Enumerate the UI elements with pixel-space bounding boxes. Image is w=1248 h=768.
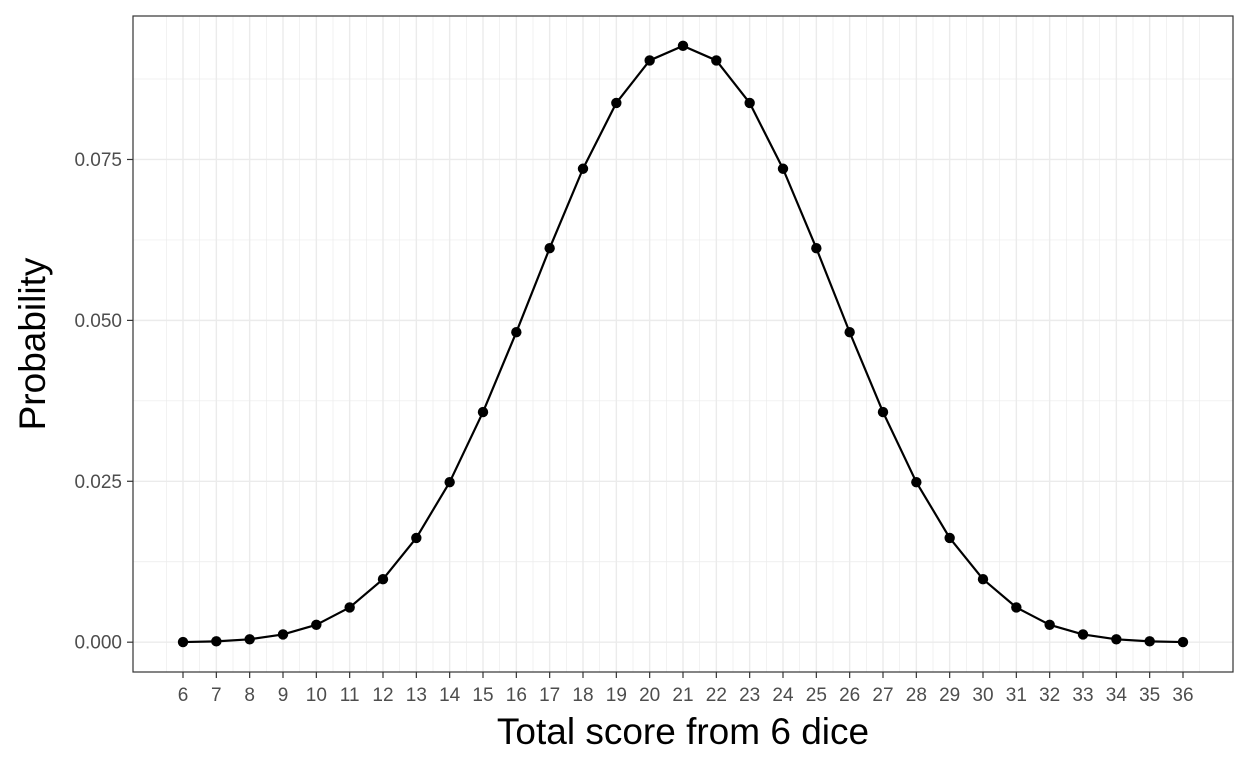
data-point bbox=[544, 243, 555, 254]
x-tick-label: 17 bbox=[539, 685, 560, 706]
x-tick-label: 28 bbox=[906, 685, 927, 706]
data-point bbox=[211, 636, 222, 647]
data-point bbox=[177, 636, 189, 648]
data-point bbox=[1077, 629, 1089, 640]
data-point bbox=[944, 532, 955, 544]
y-tick-label: 0.050 bbox=[74, 311, 122, 332]
x-tick-label: 29 bbox=[939, 685, 960, 706]
x-tick-label: 7 bbox=[211, 685, 222, 706]
y-tick-label: 0.025 bbox=[74, 472, 122, 493]
data-point bbox=[977, 573, 989, 585]
data-point bbox=[344, 602, 355, 613]
data-point bbox=[477, 406, 489, 418]
data-point bbox=[711, 55, 722, 66]
x-tick-label: 24 bbox=[772, 685, 794, 706]
data-point bbox=[377, 573, 389, 585]
x-tick-label: 33 bbox=[1072, 685, 1093, 706]
x-tick-label: 27 bbox=[872, 685, 893, 706]
x-tick-label: 36 bbox=[1172, 685, 1193, 706]
y-axis-title: Probability bbox=[12, 257, 53, 430]
data-point bbox=[877, 406, 889, 418]
data-point bbox=[911, 476, 922, 488]
x-tick-label: 16 bbox=[506, 685, 527, 706]
x-tick-label: 23 bbox=[739, 685, 760, 706]
data-point bbox=[411, 532, 422, 544]
x-tick-label: 22 bbox=[706, 685, 727, 706]
data-point bbox=[677, 40, 689, 52]
x-tick-label: 20 bbox=[639, 685, 660, 706]
data-point bbox=[611, 97, 622, 109]
x-tick-label: 30 bbox=[972, 685, 993, 706]
x-axis-title: Total score from 6 dice bbox=[497, 711, 869, 752]
data-point bbox=[811, 243, 822, 254]
x-tick-label: 12 bbox=[372, 685, 393, 706]
x-tick-label: 6 bbox=[178, 685, 189, 706]
x-tick-label: 14 bbox=[439, 685, 461, 706]
x-tick-label: 34 bbox=[1106, 685, 1128, 706]
x-tick-label: 32 bbox=[1039, 685, 1060, 706]
x-tick-label: 9 bbox=[278, 685, 289, 706]
grid-lines bbox=[133, 16, 1233, 672]
data-point bbox=[1044, 619, 1055, 631]
x-tick-label: 15 bbox=[472, 685, 493, 706]
data-point bbox=[777, 163, 789, 174]
data-point bbox=[444, 476, 455, 488]
data-point bbox=[644, 55, 655, 66]
x-tick-label: 13 bbox=[406, 685, 427, 706]
data-point bbox=[511, 327, 522, 338]
x-tick-label: 25 bbox=[806, 685, 827, 706]
data-point bbox=[1011, 602, 1022, 613]
x-tick-label: 8 bbox=[244, 685, 255, 706]
data-point bbox=[744, 97, 755, 109]
x-tick-label: 26 bbox=[839, 685, 860, 706]
x-tick-label: 10 bbox=[306, 685, 327, 706]
x-tick-label: 21 bbox=[672, 685, 693, 706]
x-tick-label: 11 bbox=[340, 685, 360, 706]
data-point bbox=[277, 629, 289, 640]
x-tick-label: 35 bbox=[1139, 685, 1160, 706]
series-points bbox=[177, 40, 1189, 648]
x-axis: 6 7 8 9 10 11 12 13 14 15 16 17 18 19 20 21 22 23 24 25 26 27… bbox=[178, 672, 1194, 706]
data-point bbox=[844, 327, 855, 338]
x-tick-label: 31 bbox=[1006, 685, 1027, 706]
data-point bbox=[1177, 636, 1189, 648]
x-tick-label: 19 bbox=[606, 685, 627, 706]
data-point bbox=[1111, 634, 1122, 645]
y-axis: 0.000 0.025 0.050 0.075 bbox=[74, 150, 133, 654]
data-point bbox=[311, 619, 322, 631]
data-point bbox=[244, 634, 255, 645]
data-point bbox=[1144, 636, 1155, 647]
y-tick-label: 0.000 bbox=[74, 633, 122, 654]
y-tick-label: 0.075 bbox=[74, 150, 122, 171]
x-tick-label: 18 bbox=[572, 685, 593, 706]
data-point bbox=[577, 163, 589, 174]
